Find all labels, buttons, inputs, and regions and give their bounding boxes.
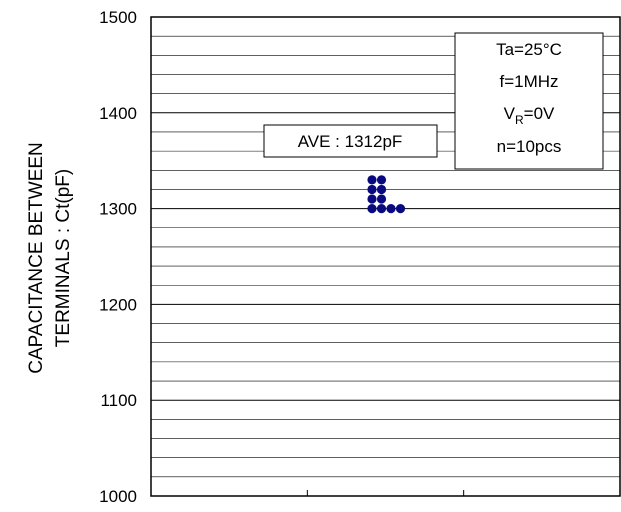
data-point (367, 194, 377, 204)
data-point (376, 175, 387, 185)
data-point (376, 184, 387, 195)
data-point (395, 204, 406, 214)
condition-voltage-prefix: V (504, 104, 516, 123)
y-tick-label: 1000 (99, 487, 137, 506)
data-point (367, 184, 377, 195)
average-label: AVE : 1312pF (298, 132, 403, 151)
data-point (376, 204, 387, 214)
condition-temperature: Ta=25°C (496, 40, 562, 59)
condition-voltage-suffix: =0V (524, 104, 555, 123)
average-box (263, 124, 438, 158)
average-annotation: AVE : 1312pF (263, 124, 438, 158)
data-points (367, 175, 406, 214)
y-tick-label: 1500 (99, 8, 137, 27)
data-point (367, 204, 377, 214)
y-axis-label-line-2: TERMINALS : Ct(pF) (53, 169, 74, 347)
condition-frequency: f=1MHz (499, 72, 558, 91)
conditions-box (454, 32, 604, 170)
plot-area (150, 16, 621, 497)
condition-voltage-subscript: R (515, 113, 524, 127)
y-tick-label: 1100 (100, 391, 137, 410)
y-tick-label: 1300 (99, 200, 137, 219)
data-point (386, 204, 396, 214)
conditions-annotation: Ta=25°C f=1MHz VR=0V n=10pcs (454, 32, 604, 170)
condition-sample-count: n=10pcs (497, 137, 562, 156)
data-point (376, 194, 387, 204)
condition-voltage: VR=0V (504, 104, 555, 127)
y-axis-label-line-1: CAPACITANCE BETWEEN (26, 142, 47, 374)
y-tick-label: 1200 (99, 295, 137, 314)
x-tick-marks (306, 490, 465, 496)
y-tick-labels: 1000 1100 1200 1300 1400 1500 (99, 8, 137, 506)
data-point (367, 175, 377, 185)
y-tick-label: 1400 (99, 104, 137, 123)
